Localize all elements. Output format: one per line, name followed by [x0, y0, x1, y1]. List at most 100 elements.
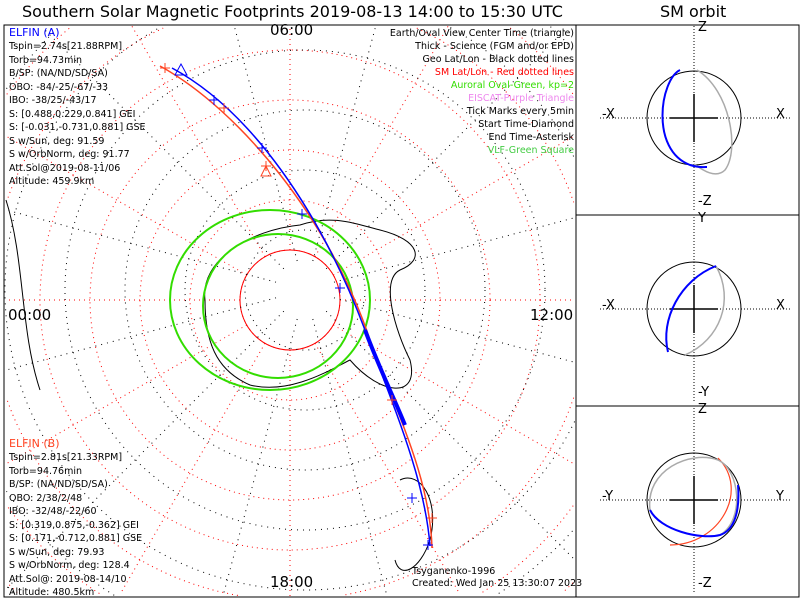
earth-circle — [646, 70, 742, 166]
orbit-axis-label-bottom: -Z — [698, 194, 712, 209]
geo-latitude-circle — [7, 586, 14, 593]
mlt-label-top: 06:00 — [270, 21, 314, 39]
sm-latitude-circle — [139, 149, 441, 451]
orbit-axis-label-top: Z — [698, 20, 707, 35]
sm-pole-circle — [239, 249, 341, 351]
info-line: B/SP: (NA/ND/SD/SA) — [9, 68, 108, 79]
elfin-b-name: ELFIN (B) — [9, 437, 60, 450]
info-line: S w/Sun, deg: 79.93 — [9, 546, 105, 558]
sm-longitude-line — [131, 26, 266, 257]
earth-circle — [646, 452, 742, 548]
orbit-frame — [575, 24, 800, 598]
auroral-oval-outer — [169, 209, 371, 391]
info-line: S: [-0.031,-0.731,0.881] GSE — [9, 122, 146, 133]
info-line: B/SP: (NA/ND/SD/SA) — [9, 479, 108, 490]
geo-latitude-circle — [124, 109, 486, 471]
tick-mark — [160, 63, 170, 73]
elfin-a-name: ELFIN (A) — [9, 26, 60, 39]
elfin-b-track — [159, 65, 433, 549]
legend: Earth/Oval View Center Time (triangle) Th… — [390, 27, 574, 157]
tick-mark — [427, 513, 437, 523]
elfin-a-orbit-back — [649, 456, 738, 536]
legend-item: Auroral Oval-Green, kp=2 — [450, 80, 574, 91]
elfin-a-orbit — [665, 265, 717, 353]
legend-item: End Time-Asterisk — [488, 132, 574, 143]
info-line: S: [0.171,-0.712,0.881] GSE — [9, 533, 143, 544]
auroral-oval-inner — [202, 233, 354, 379]
info-line: IBO: -32/48/-22/60 — [9, 506, 97, 517]
legend-item: Thick - Science (FGM and/or EPD) — [415, 41, 574, 52]
plot-title: Southern Solar Magnetic Footprints 2019-… — [22, 2, 563, 21]
orbit-axis-label-left: -X — [602, 298, 615, 313]
elfin-b-orbit — [693, 69, 733, 175]
geo-longitude-line — [234, 27, 298, 262]
info-line: S w/OrbNorm, deg: 91.77 — [9, 149, 130, 160]
elfin-a-track — [171, 67, 431, 547]
sm-latitude-circle — [239, 249, 341, 351]
info-line: Altitude: 459.9km — [9, 176, 95, 187]
legend-item: EISCAT-Purple Triangle — [468, 93, 574, 104]
legend-item: Start Time-Diamond — [478, 119, 574, 130]
elfin-b-info: Tspin=2.81s[21.33RPM] Torb=94.76min B/SP: … — [9, 451, 142, 600]
earth-center-cross — [670, 476, 718, 524]
legend-item: SM Lat/Lon - Red dotted lines — [434, 67, 574, 78]
mlt-label-right: 12:00 — [530, 306, 574, 324]
earth-circle — [646, 261, 742, 357]
orbit-title: SM orbit — [660, 2, 727, 21]
orbit-axis-label-top: Z — [698, 402, 707, 417]
info-line: OBO: -84/-25/-67/-33 — [9, 81, 109, 93]
earth-center-cross — [670, 285, 718, 333]
info-line: Tspin=2.74s[21.88RPM] — [9, 41, 123, 52]
tick-mark — [219, 103, 229, 113]
tick-mark — [257, 143, 267, 153]
geo-longitude-line — [325, 310, 575, 560]
mlt-label-bottom: 18:00 — [270, 573, 314, 591]
tick-mark — [335, 283, 345, 293]
info-line: Torb=94.76min — [9, 465, 83, 477]
legend-item: Geo Lat/Lon - Black dotted lines — [422, 54, 574, 65]
orbit-axis-label-left: -Y — [602, 489, 614, 504]
legend-item: Earth/Oval View Center Time (triangle) — [389, 28, 574, 39]
info-line: S: [0.319,0.875,-0.362] GEI — [9, 519, 139, 531]
elfin-a-orbit — [661, 69, 708, 169]
tick-mark — [407, 493, 417, 503]
elfin-a-info: Tspin=2.74s[21.88RPM] Torb=94.73min B/SP: … — [9, 40, 146, 189]
elfin-b-view-triangle — [260, 164, 272, 177]
geo-latitude-circle — [244, 229, 366, 351]
elfin-a-view-triangle — [174, 62, 188, 76]
info-line: Tspin=2.81s[21.33RPM] — [9, 452, 123, 463]
legend-item: VLF-Green Square — [487, 145, 574, 156]
elfin-a-science-segment — [363, 329, 407, 426]
orbit-axis-label-top: Y — [698, 211, 706, 226]
geo-longitude-line — [312, 27, 376, 262]
orbit-axis-label-bottom: -Y — [698, 385, 710, 400]
created-label: Created: Wed Jan 25 13:30:07 2023 — [412, 578, 583, 589]
elfin-b-orbit — [669, 457, 732, 546]
info-line: Att.Sol@2019-08-11/06 — [9, 162, 121, 174]
orbit-axis-label-right: X — [776, 107, 785, 122]
info-line: S w/OrbNorm, deg: 128.4 — [9, 560, 130, 571]
orbit-axis-label-right: X — [776, 298, 785, 313]
info-line: S w/Sun, deg: 91.59 — [9, 135, 105, 147]
orbit-axis-label-right: Y — [776, 489, 784, 504]
tick-mark — [297, 209, 307, 219]
earth-center-cross — [670, 94, 718, 142]
info-line: Torb=94.73min — [9, 54, 83, 66]
info-line: Altitude: 480.5km — [9, 587, 95, 598]
info-line: Att.Sol@: 2019-08-14/10 — [9, 573, 127, 585]
orbit-axis-label-bottom: -Z — [698, 576, 712, 591]
tick-mark — [209, 95, 219, 105]
info-line: OBO: 2/38/2/48 — [9, 492, 83, 504]
mlt-label-left: 00:00 — [8, 306, 52, 324]
info-line: S: [0.488,0.229,0.841] GEI — [9, 108, 136, 120]
geo-latitude-circle — [4, 27, 576, 591]
coastline — [5, 199, 41, 391]
tick-mark — [423, 540, 433, 550]
geo-longitude-line — [222, 318, 298, 596]
legend-item: Tick Marks every 5min — [466, 106, 574, 117]
model-label: Tsyganenko-1996 — [412, 566, 496, 577]
tick-mark — [387, 395, 397, 405]
orbit-axis-label-left: -X — [602, 107, 615, 122]
elfin-b-orbit — [684, 265, 725, 356]
